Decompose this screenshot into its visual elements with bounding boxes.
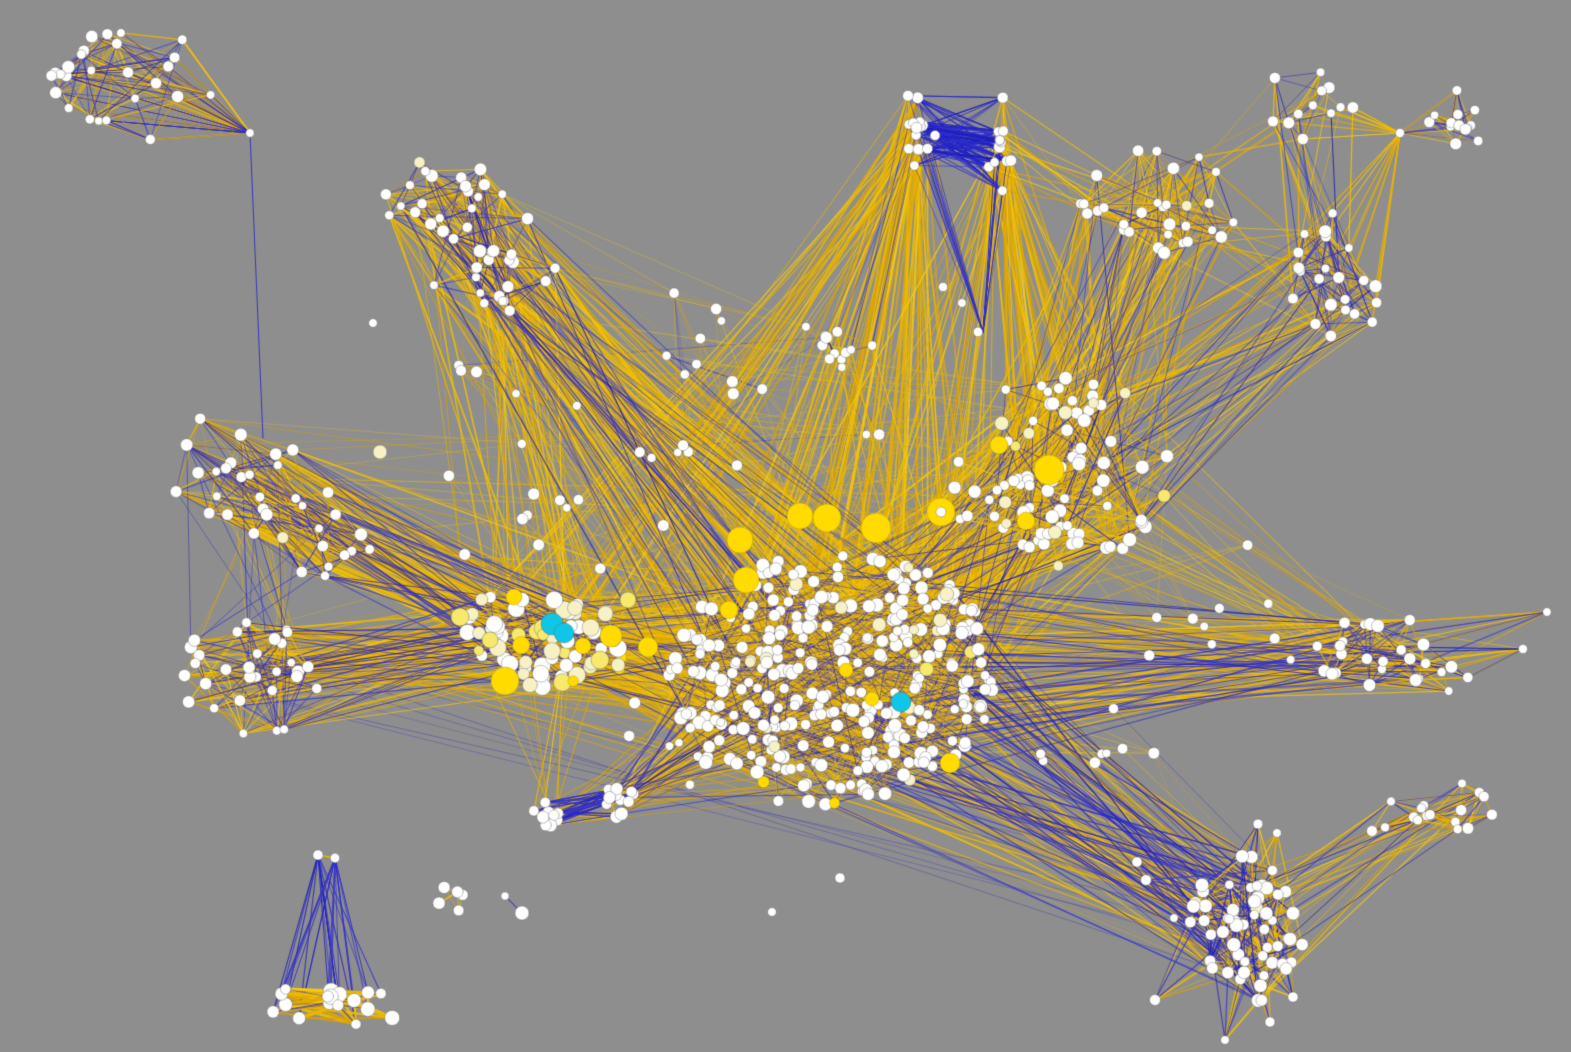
network-visualization bbox=[0, 0, 1571, 1052]
graph-canvas[interactable] bbox=[0, 0, 1571, 1052]
